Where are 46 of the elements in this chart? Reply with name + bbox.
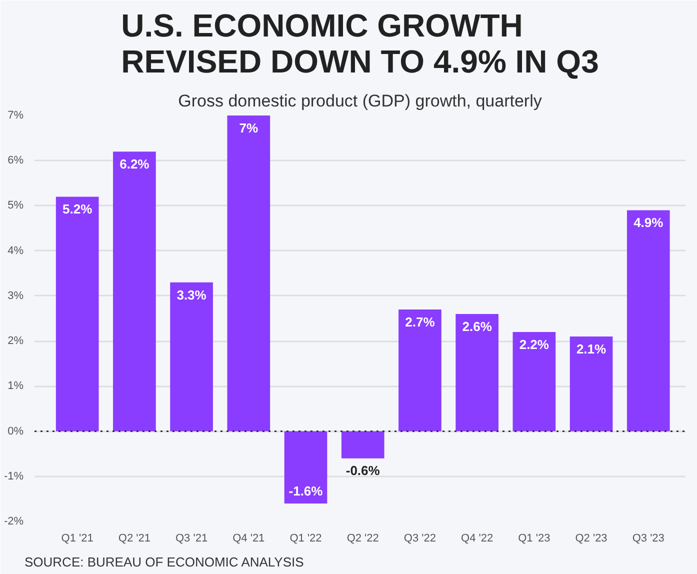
y-tick-label: 4% bbox=[8, 244, 24, 257]
data-label: 5.2% bbox=[62, 202, 93, 217]
y-tick-label: -2% bbox=[4, 516, 24, 528]
bar bbox=[227, 116, 270, 432]
y-tick-label: 7% bbox=[8, 110, 24, 122]
x-tick-label: Q3 '21 bbox=[176, 532, 208, 544]
data-label: 2.2% bbox=[519, 336, 550, 352]
x-tick-label: Q3 '22 bbox=[404, 532, 436, 544]
data-label: 2.6% bbox=[462, 318, 492, 334]
y-tick-label: 3% bbox=[8, 290, 24, 302]
y-tick-label: 6% bbox=[8, 154, 24, 167]
bar bbox=[113, 152, 156, 432]
y-tick-label: 5% bbox=[8, 200, 24, 212]
chart-subtitle: Gross domestic product (GDP) growth, quarterly bbox=[178, 92, 542, 110]
data-label: 2.1% bbox=[576, 341, 607, 356]
data-label: 3.3% bbox=[176, 287, 207, 302]
x-tick-label: Q4 '21 bbox=[232, 532, 265, 544]
x-tick-label: Q2 '22 bbox=[346, 532, 379, 544]
bar bbox=[570, 336, 613, 432]
x-tick-label: Q3 '23 bbox=[632, 532, 664, 544]
bar bbox=[456, 314, 498, 432]
source-note: SOURCE: BUREAU OF ECONOMIC ANALYSIS bbox=[24, 554, 304, 570]
y-tick-label: 2% bbox=[8, 335, 24, 348]
bar bbox=[56, 196, 99, 432]
bar bbox=[512, 332, 556, 432]
x-tick-label: Q2 '21 bbox=[118, 532, 150, 544]
x-tick-label: Q1 '22 bbox=[290, 532, 322, 544]
data-label: -1.6% bbox=[288, 484, 324, 499]
data-label: -0.6% bbox=[346, 463, 380, 478]
y-tick-label: -1% bbox=[4, 470, 24, 482]
x-tick-label: Q2 '23 bbox=[575, 532, 608, 544]
bar bbox=[341, 431, 384, 458]
data-label: 2.7% bbox=[405, 314, 436, 330]
data-label: 4.9% bbox=[634, 215, 664, 230]
bar bbox=[398, 309, 442, 432]
chart-title: U.S. ECONOMIC GROWTH REVISED DOWN TO 4.9% IN Q3 bbox=[121, 8, 599, 80]
data-label: 7% bbox=[239, 120, 258, 136]
y-tick-label: 1% bbox=[8, 380, 24, 392]
x-tick-label: Q1 '21 bbox=[61, 532, 94, 544]
x-tick-label: Q1 '23 bbox=[518, 532, 550, 544]
y-tick-label: 0% bbox=[8, 425, 24, 438]
bar bbox=[170, 282, 213, 432]
x-tick-label: Q4 '22 bbox=[461, 532, 494, 544]
bar bbox=[626, 210, 670, 432]
data-label: 6.2% bbox=[120, 156, 150, 172]
bar bbox=[284, 431, 328, 504]
